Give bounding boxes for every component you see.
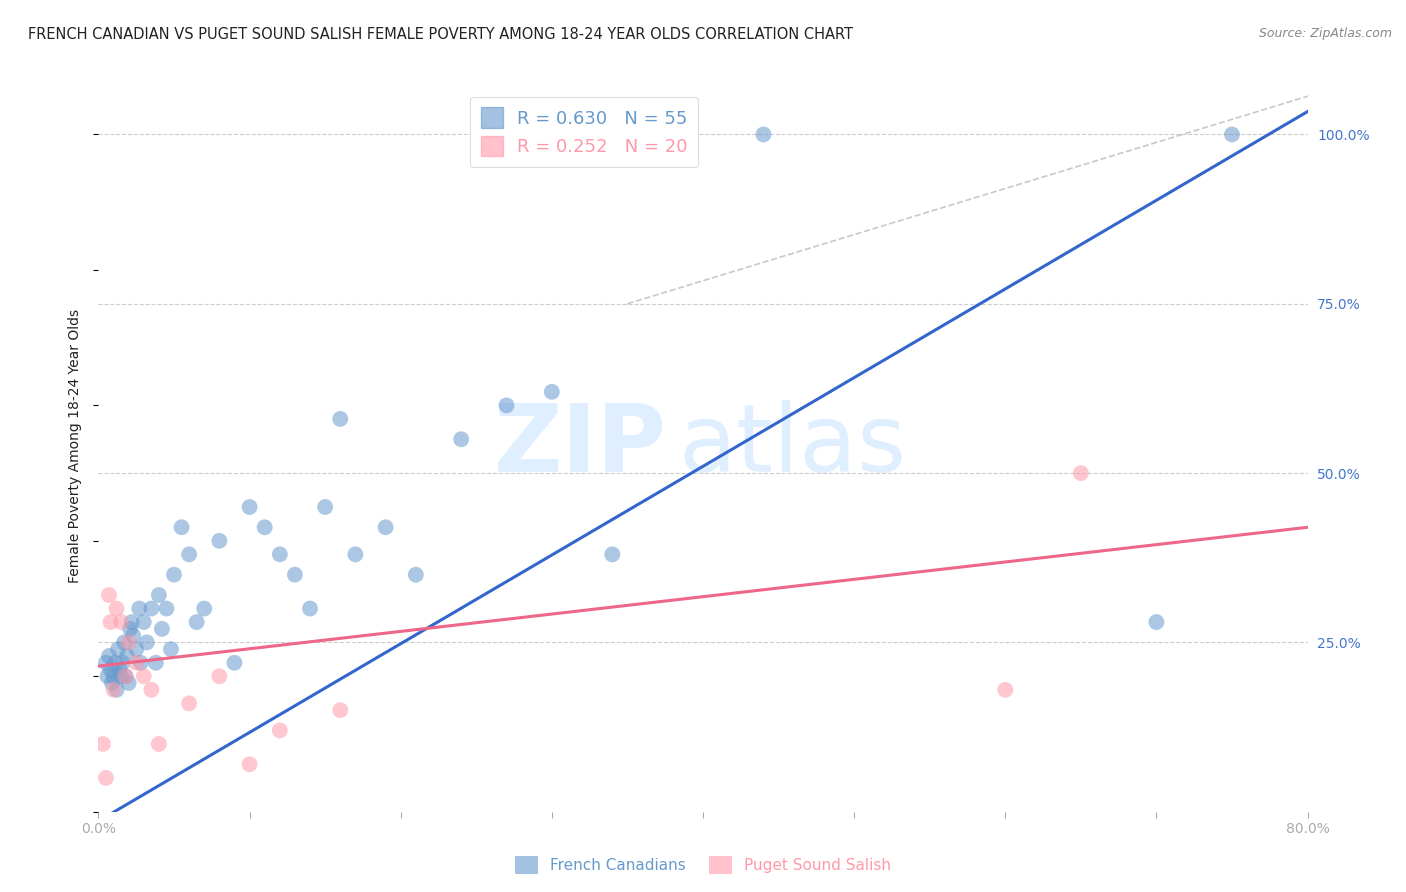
Point: [602, 547, 624, 561]
Text: FRENCH CANADIAN VS PUGET SOUND SALISH FEMALE POVERTY AMONG 18-24 YEAR OLDS CORRE: FRENCH CANADIAN VS PUGET SOUND SALISH FE…: [28, 27, 853, 42]
Point: [150, 622, 173, 636]
Point: [104, 656, 127, 670]
Point: [155, 601, 177, 615]
Point: [661, 128, 683, 142]
Point: [141, 682, 163, 697]
Legend: French Canadians, Puget Sound Salish: French Canadians, Puget Sound Salish: [509, 850, 897, 880]
Point: [299, 601, 322, 615]
Point: [1144, 615, 1167, 629]
Point: [100, 663, 122, 677]
Point: [344, 547, 367, 561]
Point: [129, 656, 152, 670]
Point: [994, 682, 1017, 697]
Point: [224, 656, 246, 670]
Point: [118, 676, 141, 690]
Point: [98, 588, 121, 602]
Point: [132, 669, 155, 683]
Point: [96, 669, 118, 683]
Point: [103, 669, 125, 683]
Point: [148, 588, 170, 602]
Point: [114, 669, 136, 683]
Point: [111, 656, 134, 670]
Point: [148, 737, 170, 751]
Point: [101, 676, 124, 690]
Point: [239, 500, 262, 514]
Point: [179, 547, 201, 561]
Point: [132, 615, 155, 629]
Point: [1070, 466, 1092, 480]
Point: [208, 533, 231, 548]
Point: [103, 682, 125, 697]
Point: [141, 601, 163, 615]
Point: [145, 656, 167, 670]
Point: [495, 398, 517, 412]
Point: [239, 757, 262, 772]
Point: [121, 615, 143, 629]
Point: [329, 703, 352, 717]
Point: [314, 500, 336, 514]
Point: [752, 128, 775, 142]
Point: [114, 669, 136, 683]
Point: [329, 412, 352, 426]
Point: [105, 601, 128, 615]
Point: [112, 635, 135, 649]
Point: [107, 642, 129, 657]
Point: [108, 663, 131, 677]
Point: [405, 567, 427, 582]
Point: [118, 635, 141, 649]
Point: [269, 547, 291, 561]
Point: [179, 697, 201, 711]
Point: [94, 656, 117, 670]
Point: [128, 601, 150, 615]
Point: [450, 432, 472, 446]
Legend: R = 0.630   N = 55, R = 0.252   N = 20: R = 0.630 N = 55, R = 0.252 N = 20: [470, 96, 699, 167]
Point: [540, 384, 562, 399]
Point: [115, 648, 138, 663]
Point: [100, 615, 122, 629]
Point: [160, 642, 183, 657]
Point: [110, 669, 132, 683]
Y-axis label: Female Poverty Among 18-24 Year Olds: Female Poverty Among 18-24 Year Olds: [69, 309, 83, 583]
Point: [135, 635, 157, 649]
Point: [105, 682, 128, 697]
Point: [170, 520, 193, 534]
Point: [208, 669, 231, 683]
Point: [125, 656, 148, 670]
Point: [1220, 128, 1243, 142]
Text: Source: ZipAtlas.com: Source: ZipAtlas.com: [1258, 27, 1392, 40]
Text: atlas: atlas: [679, 400, 907, 492]
Point: [122, 629, 145, 643]
Point: [94, 771, 117, 785]
Point: [284, 567, 307, 582]
Point: [120, 622, 142, 636]
Point: [186, 615, 208, 629]
Point: [98, 648, 121, 663]
Point: [163, 567, 186, 582]
Point: [193, 601, 215, 615]
Point: [269, 723, 291, 738]
Point: [374, 520, 396, 534]
Text: ZIP: ZIP: [494, 400, 666, 492]
Point: [125, 642, 148, 657]
Point: [253, 520, 276, 534]
Point: [110, 615, 132, 629]
Point: [91, 737, 114, 751]
